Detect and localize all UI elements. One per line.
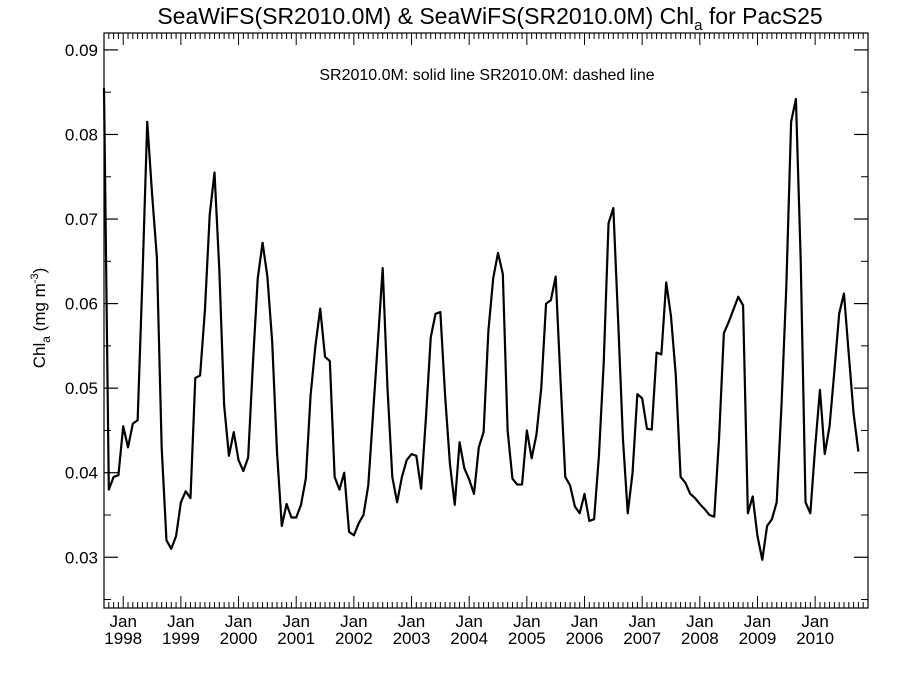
x-tick-label-year: 2010	[796, 629, 834, 648]
chart-title-tail: for PacS25	[703, 3, 823, 29]
x-tick-label-month: Jan	[455, 612, 482, 631]
x-tick-label-year: 2000	[220, 629, 258, 648]
y-axis-label-superscript: -3	[29, 273, 41, 283]
x-tick-label-month: Jan	[571, 612, 598, 631]
x-tick-label-month: Jan	[167, 612, 194, 631]
plot-frame	[103, 32, 869, 609]
x-tick-label-month: Jan	[225, 612, 252, 631]
x-tick-label-month: Jan	[110, 612, 137, 631]
y-tick-label: 0.04	[65, 464, 98, 483]
x-tick-label-year: 2009	[739, 629, 777, 648]
chart-title-main: SeaWiFS(SR2010.0M) & SeaWiFS(SR2010.0M) …	[157, 3, 694, 29]
x-tick-label-year: 2002	[335, 629, 373, 648]
x-tick-label-year: 2005	[508, 629, 546, 648]
ticks-layer	[103, 33, 869, 608]
x-tick-label-year: 2004	[450, 629, 488, 648]
y-axis-label-units: (mg m	[30, 283, 49, 336]
line-style-note: SR2010.0M: solid line SR2010.0M: dashed …	[319, 67, 654, 84]
y-axis-label-close: )	[30, 268, 49, 274]
x-tick-label-month: Jan	[513, 612, 540, 631]
y-axis-label-subscript: a	[39, 336, 53, 343]
x-tick-label-year: 2003	[393, 629, 431, 648]
x-tick-label-month: Jan	[801, 612, 828, 631]
x-tick-label-month: Jan	[282, 612, 309, 631]
y-axis-label-main: Chl	[30, 343, 49, 369]
x-tick-label-year: 1999	[162, 629, 200, 648]
x-tick-label-year: 2008	[681, 629, 719, 648]
y-axis-label: Chla (mg m-3)	[29, 268, 53, 369]
y-tick-label: 0.09	[65, 41, 98, 60]
y-tick-label: 0.06	[65, 295, 98, 314]
x-tick-label-month: Jan	[744, 612, 771, 631]
y-tick-label: 0.07	[65, 210, 98, 229]
y-tick-label: 0.08	[65, 125, 98, 144]
x-tick-label-year: 2006	[566, 629, 604, 648]
series-line-solid	[102, 87, 860, 561]
y-tick-label: 0.03	[65, 548, 98, 567]
x-tick-label-year: 1998	[104, 629, 142, 648]
tick-labels-layer: 0.030.040.050.060.070.080.09Jan1998Jan19…	[65, 41, 834, 648]
x-tick-label-year: 2001	[277, 629, 315, 648]
chart-title-subscript: a	[694, 17, 703, 34]
x-tick-label-month: Jan	[686, 612, 713, 631]
y-tick-label: 0.05	[65, 379, 98, 398]
chart-title: SeaWiFS(SR2010.0M) & SeaWiFS(SR2010.0M) …	[157, 3, 822, 34]
x-tick-label-month: Jan	[398, 612, 425, 631]
x-tick-label-month: Jan	[340, 612, 367, 631]
x-tick-label-year: 2007	[623, 629, 661, 648]
x-tick-label-month: Jan	[628, 612, 655, 631]
